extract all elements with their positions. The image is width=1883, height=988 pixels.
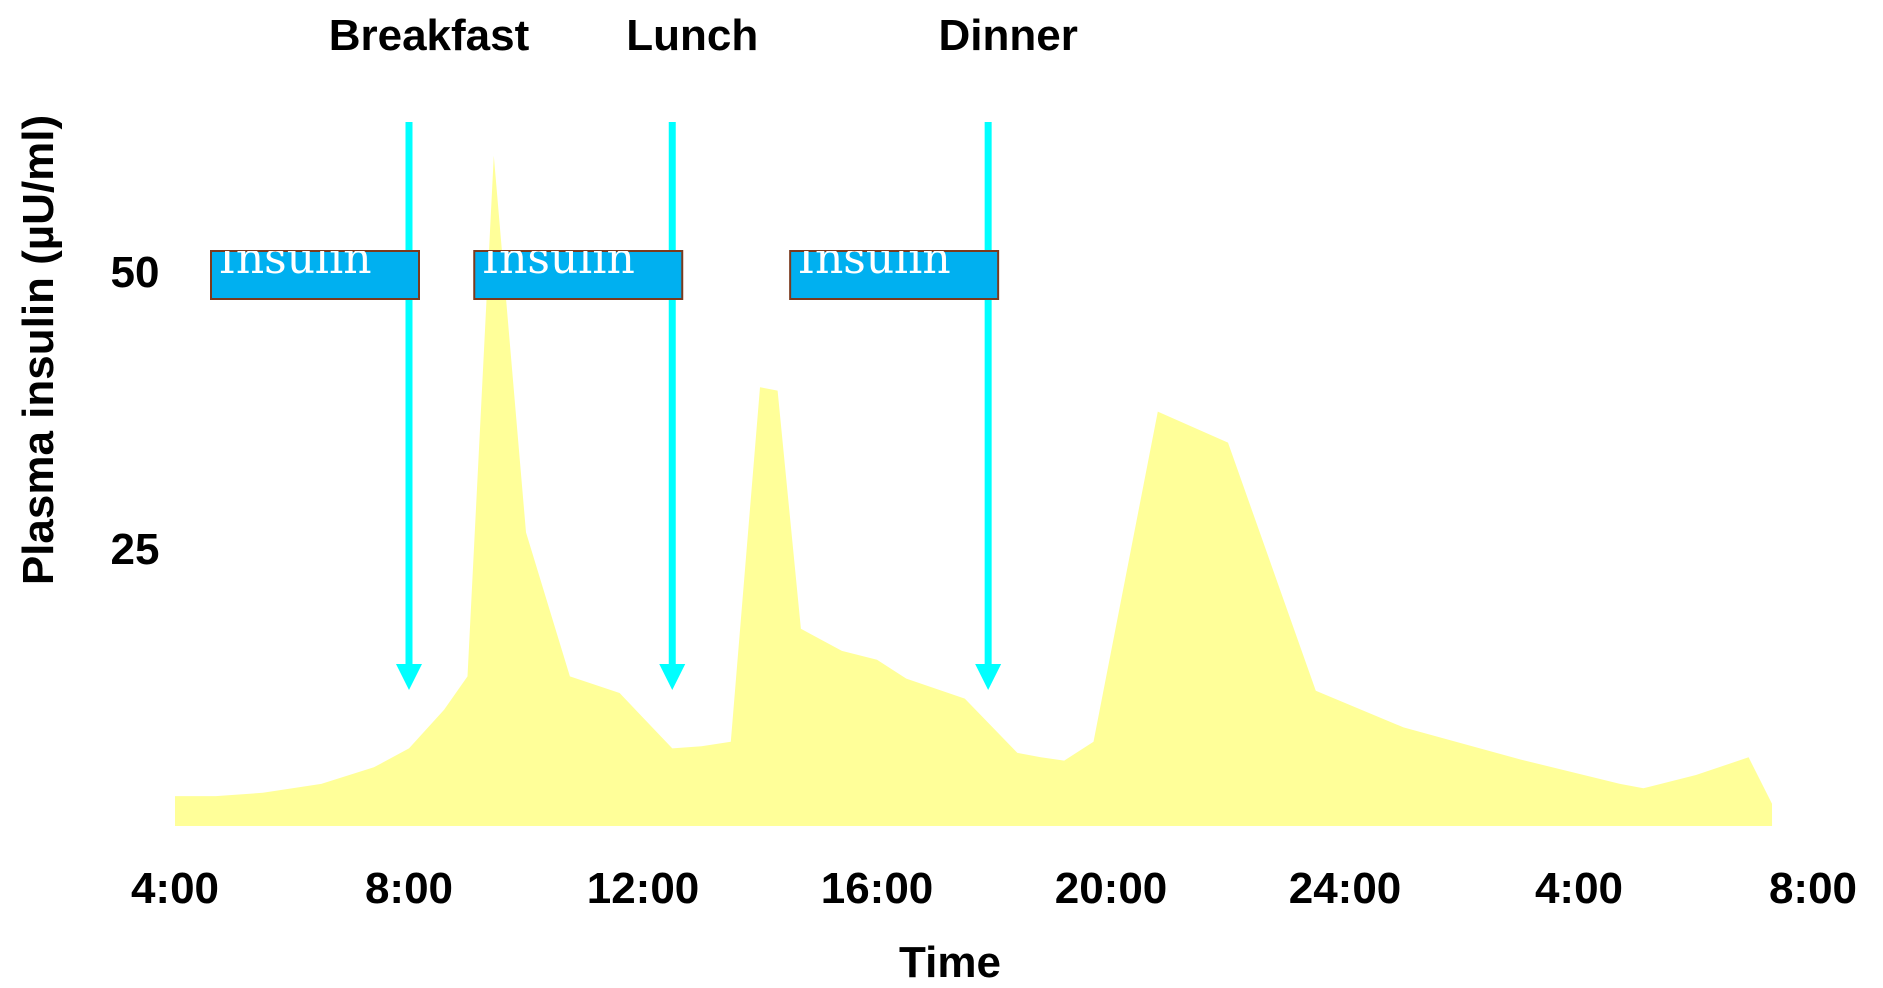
insulin-box-layer: Insulin Insulin Insulin <box>210 233 1000 300</box>
insulin-box-text: Insulin <box>482 233 635 284</box>
x-tick-label: 24:00 <box>1289 864 1402 913</box>
insulin-box: Insulin <box>210 233 420 300</box>
meal-arrow-head <box>659 664 686 690</box>
insulin-box-text: Insulin <box>798 233 951 284</box>
y-tick-label: 50 <box>111 248 160 297</box>
insulin-box-text-group: Insulin <box>482 233 635 284</box>
arrow-layer <box>396 122 1002 690</box>
y-tick-label: 25 <box>111 525 160 574</box>
insulin-box-rect <box>789 250 1000 300</box>
y-axis-title: Plasma insulin (µU/ml) <box>14 115 63 585</box>
meal-label: Lunch <box>626 11 758 60</box>
meal-arrow-head <box>975 664 1002 690</box>
x-axis-title: Time <box>899 938 1001 987</box>
insulin-area <box>175 155 1773 826</box>
insulin-box: Insulin <box>473 233 684 300</box>
x-tick-label: 4:00 <box>131 864 219 913</box>
insulin-box-rect <box>210 250 420 300</box>
label-layer: 25 50 4:00 8:00 12:00 16:00 20:00 24:00 4:00 8:00… <box>111 11 1858 913</box>
x-tick-label: 20:00 <box>1055 864 1168 913</box>
x-tick-label: 8:00 <box>365 864 453 913</box>
x-tick-label: 12:00 <box>587 864 700 913</box>
insulin-box-text-group: Insulin <box>798 233 951 284</box>
meal-label: Dinner <box>938 11 1077 60</box>
x-tick-label: 8:00 <box>1769 864 1857 913</box>
insulin-box-rect <box>473 250 684 300</box>
area-layer <box>175 155 1773 826</box>
insulin-box-text-group: Insulin <box>218 233 371 284</box>
x-tick-label: 4:00 <box>1535 864 1623 913</box>
meal-label: Breakfast <box>329 11 530 60</box>
meal-arrow-head <box>396 664 422 690</box>
insulin-box-text: Insulin <box>218 233 371 284</box>
insulin-box: Insulin <box>789 233 1000 300</box>
x-tick-label: 16:00 <box>821 864 934 913</box>
